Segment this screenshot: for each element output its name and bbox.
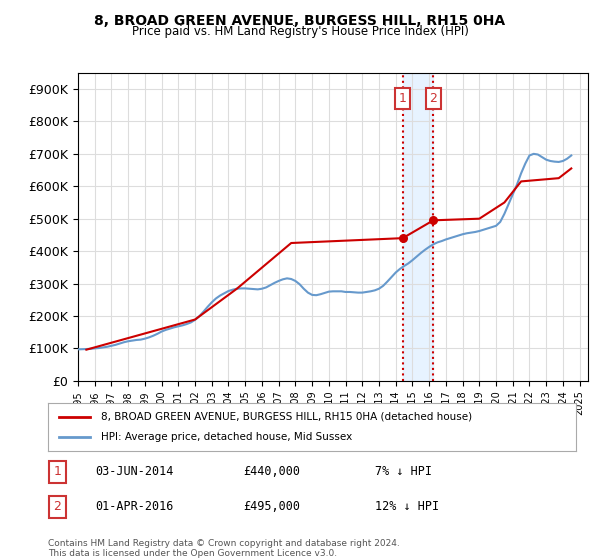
Text: Contains HM Land Registry data © Crown copyright and database right 2024.
This d: Contains HM Land Registry data © Crown c… (48, 539, 400, 558)
Text: £440,000: £440,000 (244, 465, 301, 478)
Text: 8, BROAD GREEN AVENUE, BURGESS HILL, RH15 0HA (detached house): 8, BROAD GREEN AVENUE, BURGESS HILL, RH1… (101, 412, 472, 422)
Text: 1: 1 (399, 92, 407, 105)
Text: Price paid vs. HM Land Registry's House Price Index (HPI): Price paid vs. HM Land Registry's House … (131, 25, 469, 38)
Text: 12% ↓ HPI: 12% ↓ HPI (376, 500, 439, 514)
Bar (403, 73, 433, 381)
Text: £495,000: £495,000 (244, 500, 301, 514)
Text: 2: 2 (53, 500, 61, 514)
Text: 03-JUN-2014: 03-JUN-2014 (95, 465, 174, 478)
Text: 2: 2 (430, 92, 437, 105)
Text: 7% ↓ HPI: 7% ↓ HPI (376, 465, 433, 478)
Point (428, 216, 438, 225)
Point (398, 234, 407, 242)
Text: 1: 1 (53, 465, 61, 478)
Text: HPI: Average price, detached house, Mid Sussex: HPI: Average price, detached house, Mid … (101, 432, 352, 442)
Text: 01-APR-2016: 01-APR-2016 (95, 500, 174, 514)
Text: 8, BROAD GREEN AVENUE, BURGESS HILL, RH15 0HA: 8, BROAD GREEN AVENUE, BURGESS HILL, RH1… (94, 14, 506, 28)
